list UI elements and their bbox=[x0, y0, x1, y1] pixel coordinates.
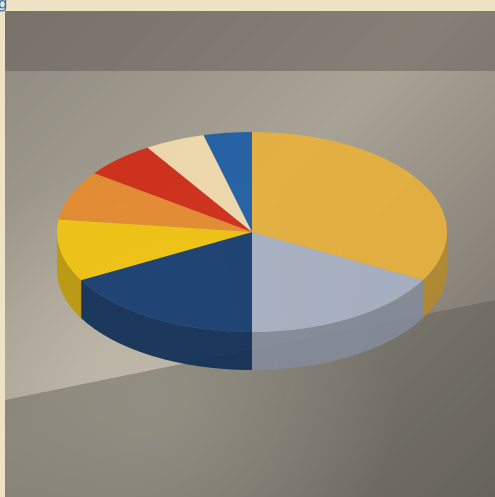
slice-side bbox=[252, 280, 423, 370]
slice-side bbox=[57, 232, 82, 319]
pie-slice bbox=[57, 219, 253, 281]
pie-slice bbox=[252, 232, 423, 332]
pie-slice bbox=[203, 132, 252, 232]
pie-slice bbox=[58, 173, 253, 232]
slice-side bbox=[81, 280, 252, 370]
pie-slice bbox=[252, 132, 447, 281]
photo-shadow bbox=[5, 300, 495, 497]
photo-dark-band bbox=[5, 11, 495, 71]
pie-slice bbox=[94, 147, 252, 232]
pie-slice bbox=[147, 135, 252, 232]
pie-slice bbox=[81, 232, 252, 332]
slice-side bbox=[422, 232, 447, 319]
chart-title: g bbox=[0, 0, 8, 13]
pie bbox=[57, 132, 447, 370]
